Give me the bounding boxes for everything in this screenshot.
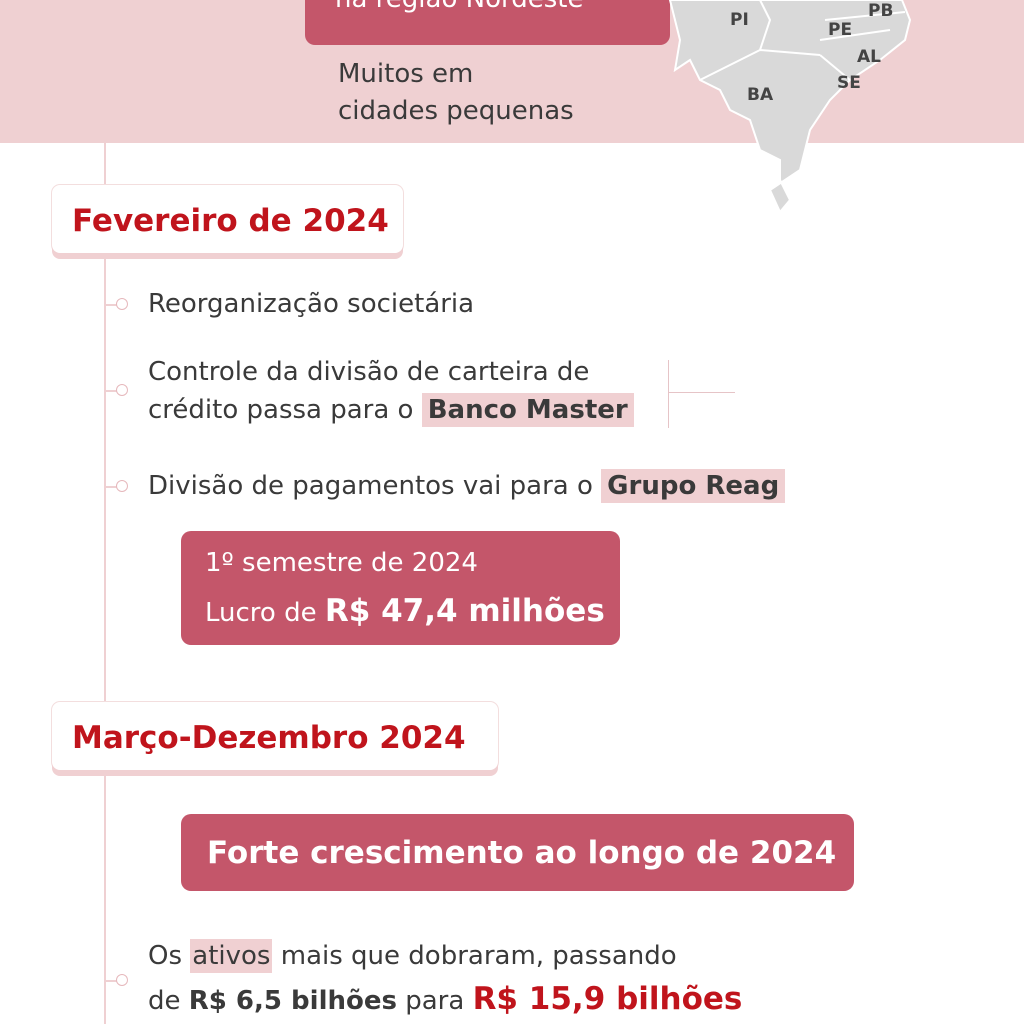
map-label: PI [730, 10, 749, 30]
map-label: PE [828, 20, 852, 40]
item-text: Os [148, 941, 191, 971]
box-text: Forte crescimento ao longo de 2024 [207, 835, 837, 871]
bracket [668, 392, 735, 393]
box-text: 1º semestre de 2024 [205, 548, 478, 578]
item-text: de [148, 986, 189, 1016]
map-label: SE [837, 73, 861, 93]
note: Muitos em [338, 59, 474, 89]
bullet [116, 480, 128, 492]
map-shape [668, 0, 912, 214]
timeline [104, 143, 106, 1024]
box-text: Lucro de R$ 47,4 milhões [205, 596, 605, 627]
map: PI PB PE AL SE BA [668, 0, 912, 214]
item-text: Divisão de pagamentos vai para o [148, 471, 602, 501]
item: Divisão de pagamentos vai para o Grupo R… [148, 469, 786, 503]
item-text: crédito passa para o [148, 395, 422, 425]
highlight-text: na região Nordeste [335, 0, 583, 12]
item-text: para [396, 986, 473, 1016]
bullet [116, 974, 128, 986]
profit-box: 1º semestre de 2024 Lucro de R$ 47,4 mil… [181, 531, 620, 645]
note: cidades pequenas [338, 96, 574, 126]
item-highlight: Banco Master [421, 393, 634, 427]
bullet [116, 298, 128, 310]
bullet [116, 384, 128, 396]
map-label: AL [857, 47, 881, 67]
item-highlight: ativos [190, 939, 273, 973]
item-value: R$ 15,9 bilhões [472, 981, 743, 1017]
bullet-line [106, 980, 120, 982]
section-heading: Fevereiro de 2024 [72, 203, 389, 239]
box-value: R$ 47,4 milhões [324, 593, 605, 629]
item-highlight: Grupo Reag [601, 469, 786, 503]
item: Reorganização societária [148, 291, 474, 317]
item-text: mais que dobraram, passando [272, 941, 677, 971]
bullet-line [106, 486, 120, 488]
bracket [668, 360, 669, 428]
section-heading: Março-Dezembro 2024 [72, 720, 466, 756]
item: Controle da divisão de carteira de [148, 359, 589, 385]
item-text: Reorganização societária [148, 289, 475, 319]
map-label: BA [747, 85, 774, 105]
map-borders [699, 0, 906, 81]
bullet-line [106, 390, 120, 392]
item-text: Controle da divisão de carteira de [148, 357, 590, 387]
growth-box: Forte crescimento ao longo de 2024 [181, 814, 854, 891]
highlight-box: na região Nordeste [305, 0, 670, 45]
section-heading-box: Fevereiro de 2024 [52, 185, 403, 253]
item: crédito passa para o Banco Master [148, 393, 634, 427]
item: Os ativos mais que dobraram, passando [148, 939, 677, 973]
box-text-part: Lucro de [205, 598, 325, 628]
item-value: R$ 6,5 bilhões [188, 986, 397, 1016]
section-heading-box: Março-Dezembro 2024 [52, 702, 498, 770]
map-label: PB [868, 1, 893, 21]
item: de R$ 6,5 bilhões para R$ 15,9 bilhões [148, 984, 742, 1015]
bullet-line [106, 304, 120, 306]
